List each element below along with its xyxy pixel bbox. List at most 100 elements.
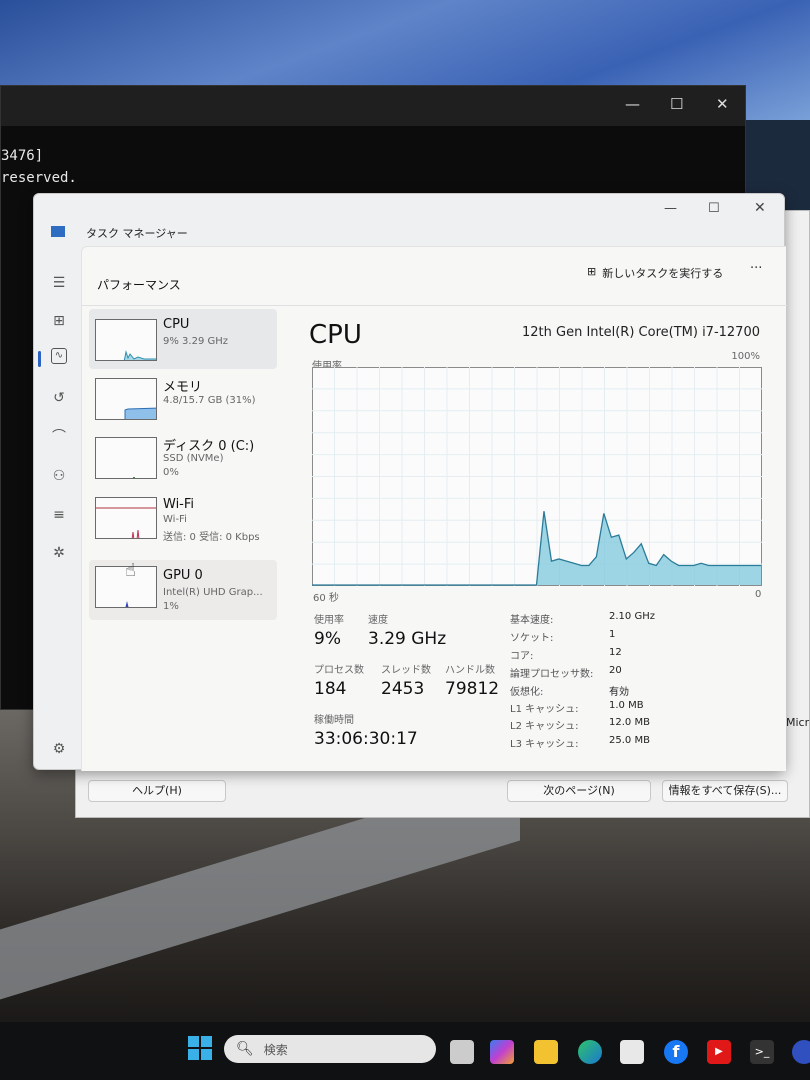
graph-max-label: 100% [731, 351, 760, 362]
device-sub: 1% [163, 601, 179, 612]
copilot-icon[interactable] [490, 1040, 514, 1064]
cpu-thumbnail [95, 319, 157, 361]
device-item-gpu[interactable]: GPU 0 Intel(R) UHD Grap... 1% ☝ [89, 560, 277, 620]
spec-label: L1 キャッシュ: [510, 704, 579, 715]
search-icon: 🔍︎ [236, 1041, 254, 1057]
device-sub: Intel(R) UHD Grap... [163, 587, 263, 598]
graph-time-label: 60 秒 [313, 593, 339, 604]
hand-cursor-icon: ☝ [125, 560, 136, 581]
services-icon[interactable]: ✲ [53, 545, 65, 561]
edge-icon[interactable] [578, 1040, 602, 1064]
help-button[interactable]: ヘルプ(H) [88, 780, 226, 802]
graph-min-label: 0 [755, 589, 762, 600]
spec-value: 25.0 MB [609, 735, 650, 746]
device-sub: 0% [163, 467, 179, 478]
more-options-button[interactable]: ··· [750, 261, 763, 276]
threads-value: 2453 [381, 679, 425, 699]
device-item-disk[interactable]: ディスク 0 (C:) SSD (NVMe) 0% [89, 427, 277, 487]
terminal-line: reserved. [1, 170, 77, 186]
usage-area [312, 511, 761, 585]
terminal-close-button[interactable]: ✕ [716, 95, 729, 113]
speed-label: 速度 [368, 615, 388, 626]
usage-label: 使用率 [314, 615, 344, 626]
processes-label: プロセス数 [314, 665, 364, 676]
device-item-memory[interactable]: メモリ 4.8/15.7 GB (31%) [89, 368, 277, 428]
details-icon[interactable]: ≡ [53, 507, 65, 523]
device-name: ディスク 0 (C:) [163, 439, 255, 454]
handles-value: 79812 [445, 679, 500, 699]
page-title: パフォーマンス [97, 278, 181, 292]
performance-icon[interactable]: ∿ [51, 348, 67, 364]
header-divider [82, 305, 787, 306]
spec-value: 有効 [609, 687, 629, 698]
detail-title: CPU [309, 320, 362, 350]
spec-label: L2 キャッシュ: [510, 721, 579, 732]
facebook-icon[interactable]: f [664, 1040, 688, 1064]
device-name: メモリ [163, 380, 203, 395]
handles-label: ハンドル数 [445, 665, 495, 676]
device-item-cpu[interactable]: CPU 9% 3.29 GHz [89, 309, 277, 369]
gpu-thumbnail [95, 566, 157, 608]
start-icon[interactable] [188, 1036, 212, 1060]
terminal-line: 3476] [1, 148, 44, 164]
usage-line [312, 511, 761, 586]
startup-icon[interactable]: ⌒ [52, 429, 66, 445]
file-explorer-icon[interactable] [534, 1040, 558, 1064]
processes-value: 184 [314, 679, 347, 699]
spec-value: 1 [609, 629, 616, 640]
maximize-button[interactable]: ☐ [708, 201, 720, 216]
spec-label: 仮想化: [510, 687, 544, 698]
task-view-icon[interactable] [450, 1040, 474, 1064]
cpu-model: 12th Gen Intel(R) Core(TM) i7-12700 [522, 325, 760, 340]
search-box[interactable]: 🔍︎ 検索 [224, 1035, 436, 1063]
next-page-button[interactable]: 次のページ(N) [507, 780, 651, 802]
save-all-button[interactable]: 情報をすべて保存(S)... [662, 780, 788, 802]
device-sub: Wi-Fi [163, 514, 187, 525]
graph-label: 使用率 [312, 361, 342, 372]
spec-value: 1.0 MB [609, 700, 644, 711]
cpu-usage-graph [312, 367, 762, 586]
spec-value: 2.10 GHz [609, 611, 655, 622]
usage-value: 9% [314, 629, 341, 649]
spec-label: ソケット: [510, 633, 554, 644]
youtube-icon[interactable]: ▶ [707, 1040, 731, 1064]
app-history-icon[interactable]: ↺ [53, 390, 65, 406]
store-icon[interactable] [620, 1040, 644, 1064]
search-placeholder: 検索 [263, 1042, 288, 1057]
terminal-maximize-button[interactable]: ☐ [670, 95, 684, 113]
spec-label: 基本速度: [510, 615, 554, 626]
disk-thumbnail [95, 437, 157, 479]
window-title: タスク マネージャー [86, 227, 188, 240]
active-indicator [38, 351, 41, 367]
device-sub: 送信: 0 受信: 0 Kbps [163, 532, 260, 543]
device-sub: SSD (NVMe) [163, 453, 224, 464]
device-name: Wi-Fi [163, 497, 195, 512]
users-icon[interactable]: ⚇ [52, 468, 66, 484]
minimize-button[interactable]: — [664, 201, 677, 216]
run-task-icon: ⊞ [587, 265, 597, 278]
processes-icon[interactable]: ⊞ [53, 313, 65, 329]
gear-icon[interactable]: ⚙ [52, 741, 66, 757]
terminal-titlebar[interactable] [1, 86, 745, 126]
wifi-thumbnail [95, 497, 157, 539]
terminal-icon[interactable]: >_ [750, 1040, 774, 1064]
task-manager-icon [51, 226, 65, 237]
device-sub: 4.8/15.7 GB (31%) [163, 395, 256, 406]
run-task-label: 新しいタスクを実行する [602, 267, 724, 280]
device-item-wifi[interactable]: Wi-Fi Wi-Fi 送信: 0 受信: 0 Kbps [89, 489, 277, 549]
threads-label: スレッド数 [381, 665, 431, 676]
app-icon[interactable] [792, 1040, 810, 1064]
terminal-minimize-button[interactable]: — [625, 95, 640, 113]
uptime-label: 稼働時間 [314, 715, 354, 726]
spec-label: L3 キャッシュ: [510, 739, 579, 750]
speed-value: 3.29 GHz [368, 629, 447, 649]
spec-label: 論理プロセッサ数: [510, 669, 594, 680]
run-new-task-button[interactable]: ⊞ 新しいタスクを実行する [587, 265, 723, 281]
close-button[interactable]: ✕ [754, 200, 766, 216]
dialog-edge-text: Micr [786, 716, 810, 729]
device-name: CPU [163, 317, 190, 332]
spec-label: コア: [510, 651, 534, 662]
hamburger-icon[interactable]: ☰ [52, 275, 66, 291]
device-sub: 9% 3.29 GHz [163, 336, 229, 347]
spec-value: 12 [609, 647, 622, 658]
